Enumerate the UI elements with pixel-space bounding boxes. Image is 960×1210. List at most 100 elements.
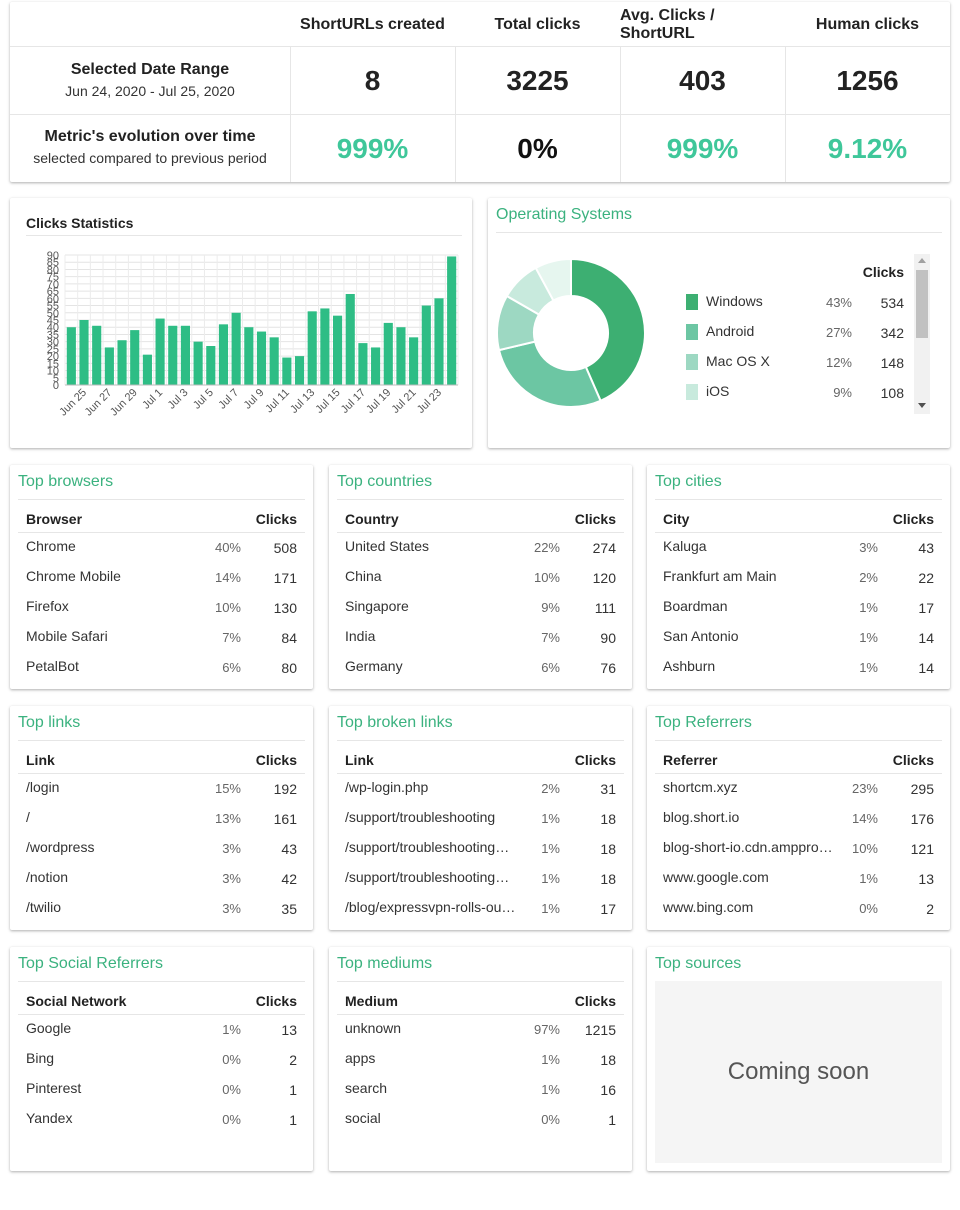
table-row[interactable]: /login 15% 192 — [26, 779, 297, 809]
table-row[interactable]: blog-short-io.cdn.amppro… 10% 121 — [663, 839, 934, 869]
click-bar[interactable] — [231, 312, 241, 385]
click-bar[interactable] — [66, 327, 76, 385]
row-name: China — [345, 568, 382, 584]
click-bar[interactable] — [434, 298, 444, 385]
donut-slice[interactable] — [497, 340, 602, 408]
evolution-subtitle: selected compared to previous period — [33, 150, 267, 166]
table-row[interactable]: Frankfurt am Main 2% 22 — [663, 568, 934, 598]
table-row[interactable]: Ashburn 1% 14 — [663, 658, 934, 688]
table-row[interactable]: PetalBot 6% 80 — [26, 658, 297, 688]
row-percent: 1% — [541, 1082, 560, 1097]
scroll-down-arrow-icon[interactable] — [918, 403, 926, 408]
row-clicks: 130 — [273, 600, 297, 616]
click-bar[interactable] — [447, 256, 457, 385]
y-tick-label: 70 — [47, 279, 59, 291]
table-row[interactable]: India 7% 90 — [345, 628, 616, 658]
click-bar[interactable] — [409, 337, 419, 385]
click-bar[interactable] — [79, 320, 89, 385]
row-clicks: 161 — [273, 811, 297, 827]
row-clicks: 274 — [592, 540, 616, 556]
click-bar[interactable] — [104, 347, 114, 385]
os-legend-item[interactable]: Mac OS X 12% 148 — [686, 350, 908, 380]
table-row[interactable]: Kaluga 3% 43 — [663, 538, 934, 568]
click-bar[interactable] — [333, 315, 343, 385]
table-row[interactable]: Chrome Mobile 14% 171 — [26, 568, 297, 598]
click-bar[interactable] — [117, 340, 127, 385]
table-row[interactable]: /notion 3% 42 — [26, 869, 297, 899]
click-bar[interactable] — [180, 325, 190, 385]
table-row[interactable]: /twilio 3% 35 — [26, 899, 297, 929]
click-bar[interactable] — [294, 356, 305, 385]
column-header-name: Browser — [26, 511, 83, 527]
top-countries-card: Top countries Country Clicks United States 2… — [329, 465, 632, 689]
table-row[interactable]: search 1% 16 — [345, 1080, 616, 1110]
row-clicks: 43 — [281, 841, 297, 857]
click-bar[interactable] — [396, 327, 406, 385]
table-row[interactable]: apps 1% 18 — [345, 1050, 616, 1080]
os-percent: 43% — [825, 295, 852, 310]
click-bar[interactable] — [193, 341, 203, 385]
click-bar[interactable] — [282, 357, 292, 385]
row-name: /login — [26, 779, 60, 795]
table-row[interactable]: /support/troubleshooting… 1% 18 — [345, 839, 616, 869]
click-bar[interactable] — [218, 324, 229, 385]
date-range-label: Selected Date Range Jun 24, 2020 - Jul 2… — [10, 61, 290, 99]
click-bar[interactable] — [345, 294, 355, 385]
legend-scrollbar[interactable] — [914, 254, 930, 414]
table-row[interactable]: / 13% 161 — [26, 809, 297, 839]
table-row[interactable]: /support/troubleshooting 1% 18 — [345, 809, 616, 839]
click-bar[interactable] — [371, 347, 381, 385]
scrollbar-thumb[interactable] — [916, 270, 928, 338]
table-row[interactable]: Mobile Safari 7% 84 — [26, 628, 297, 658]
table-row[interactable]: social 0% 1 — [345, 1110, 616, 1140]
table-row[interactable]: Yandex 0% 1 — [26, 1110, 297, 1140]
row-clicks: 176 — [910, 811, 934, 827]
x-tick-label: Jul 1 — [140, 387, 165, 412]
table-row[interactable]: /wordpress 3% 43 — [26, 839, 297, 869]
click-bar[interactable] — [320, 308, 330, 385]
os-legend-item[interactable]: iOS 9% 108 — [686, 380, 908, 410]
click-bar[interactable] — [168, 325, 178, 385]
os-legend-item[interactable]: Windows 43% 534 — [686, 290, 908, 320]
table-row[interactable]: www.bing.com 0% 2 — [663, 899, 934, 929]
table-row[interactable]: blog.short.io 14% 176 — [663, 809, 934, 839]
click-bar[interactable] — [256, 331, 267, 385]
table-row[interactable]: /blog/expressvpn-rolls-ou… 1% 17 — [345, 899, 616, 929]
click-bar[interactable] — [383, 322, 393, 385]
table-row[interactable]: China 10% 120 — [345, 568, 616, 598]
click-bar[interactable] — [92, 325, 102, 385]
os-legend-item[interactable]: Android 27% 342 — [686, 320, 908, 350]
donut-slice[interactable] — [570, 257, 646, 403]
click-bar[interactable] — [130, 330, 140, 385]
column-header-clicks: Clicks — [255, 511, 297, 527]
table-row[interactable]: shortcm.xyz 23% 295 — [663, 779, 934, 809]
click-bar[interactable] — [244, 327, 254, 385]
table-row[interactable]: unknown 97% 1215 — [345, 1020, 616, 1050]
table-row[interactable]: Chrome 40% 508 — [26, 538, 297, 568]
click-bar[interactable] — [155, 318, 165, 385]
x-tick-label: Jul 19 — [364, 387, 393, 416]
table-row[interactable]: Singapore 9% 111 — [345, 598, 616, 628]
table-row[interactable]: Pinterest 0% 1 — [26, 1080, 297, 1110]
table-row[interactable]: Firefox 10% 130 — [26, 598, 297, 628]
click-bar[interactable] — [206, 346, 216, 385]
clicks-statistics-title: Clicks Statistics — [26, 215, 134, 231]
scroll-up-arrow-icon[interactable] — [918, 258, 926, 263]
table-row[interactable]: Bing 0% 2 — [26, 1050, 297, 1080]
click-bar[interactable] — [142, 354, 152, 385]
donut-slice[interactable] — [534, 257, 572, 302]
table-row[interactable]: United States 22% 274 — [345, 538, 616, 568]
table-row[interactable]: /support/troubleshooting… 1% 18 — [345, 869, 616, 899]
os-legend-item[interactable]: Linux — [686, 410, 908, 412]
click-bar[interactable] — [421, 305, 431, 385]
column-header-name: City — [663, 511, 690, 527]
table-row[interactable]: Boardman 1% 17 — [663, 598, 934, 628]
table-row[interactable]: San Antonio 1% 14 — [663, 628, 934, 658]
click-bar[interactable] — [307, 311, 317, 385]
table-row[interactable]: www.google.com 1% 13 — [663, 869, 934, 899]
click-bar[interactable] — [269, 337, 279, 385]
click-bar[interactable] — [358, 343, 368, 385]
table-row[interactable]: Google 1% 13 — [26, 1020, 297, 1050]
table-row[interactable]: Germany 6% 76 — [345, 658, 616, 688]
table-row[interactable]: /wp-login.php 2% 31 — [345, 779, 616, 809]
